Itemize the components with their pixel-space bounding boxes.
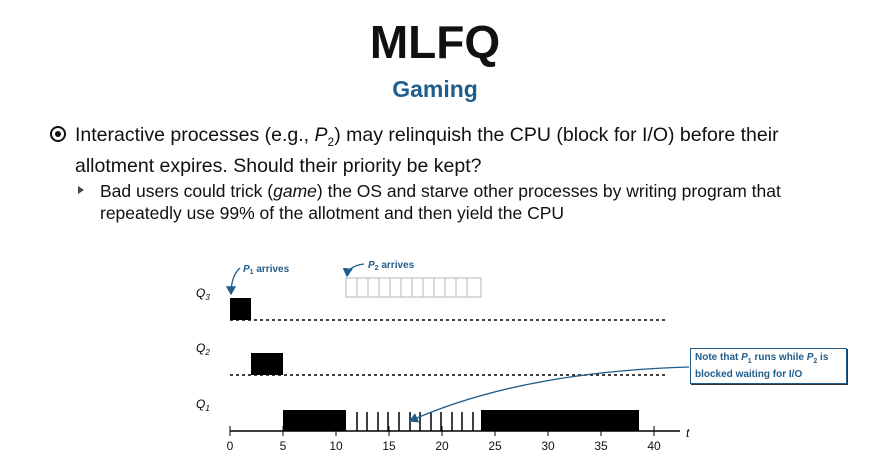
- note-line-2: blocked waiting for I/O: [695, 369, 803, 380]
- p2-io-blocks: [345, 277, 482, 298]
- triangle-bullet-icon: [78, 186, 84, 194]
- bullet-text: Interactive processes (e.g., P2) may rel…: [75, 124, 779, 177]
- queue-label-q2: Q2: [196, 341, 210, 357]
- note-arrow: [408, 366, 690, 423]
- tick-label: 40: [647, 439, 661, 453]
- tick-label: 20: [435, 439, 449, 453]
- tick-label: 35: [594, 439, 608, 453]
- p1-run-q3: [230, 298, 251, 320]
- p2-arrives-label: P2 arrives: [368, 260, 415, 272]
- tick-label: 10: [329, 439, 343, 453]
- queue-label-q3: Q3: [196, 286, 210, 302]
- p1-run-q2: [251, 353, 283, 375]
- axis-label-t: t: [686, 426, 690, 440]
- p1-run-q1: [283, 410, 346, 431]
- p1-run-q1-late: [481, 410, 639, 431]
- tick-label: 25: [488, 439, 502, 453]
- p1-arrives-arrow: [225, 267, 241, 296]
- tick-label: 30: [541, 439, 555, 453]
- bullet-interactive-processes: Interactive processes (e.g., P2) may rel…: [50, 123, 830, 178]
- p1-arrives-label: P1 arrives: [243, 264, 290, 276]
- axis-ticks: [229, 426, 655, 436]
- sub-bullet-text: Bad users could trick (game) the OS and …: [100, 181, 781, 223]
- note-line-1: Note that P1 runs while P2 is: [695, 352, 829, 365]
- bullet-game-the-os: Bad users could trick (game) the OS and …: [78, 180, 818, 224]
- circle-bullet-icon: [50, 126, 66, 142]
- tick-label: 5: [280, 439, 287, 453]
- queue-label-q1: Q1: [196, 397, 210, 413]
- slide-subtitle: Gaming: [392, 76, 478, 102]
- p2-arrives-arrow: [342, 263, 365, 278]
- tick-label: 15: [382, 439, 396, 453]
- p2-bursts: [356, 412, 474, 431]
- slide-title: MLFQ: [369, 16, 501, 68]
- note-callout: Note that P1 runs while P2 is blocked wa…: [690, 348, 847, 384]
- tick-label: 0: [227, 439, 234, 453]
